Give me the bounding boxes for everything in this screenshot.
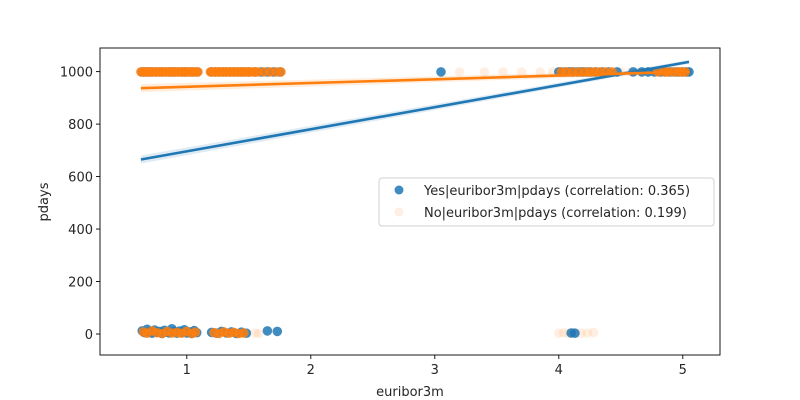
y-tick-label: 1000	[60, 66, 93, 81]
regression-line	[140, 70, 690, 90]
y-tick-label: 800	[68, 118, 93, 133]
data-point	[588, 327, 599, 338]
data-point	[253, 328, 264, 339]
data-point	[554, 328, 564, 339]
data-point	[190, 327, 201, 338]
legend: Yes|euribor3m|pdays (correlation: 0.365)…	[378, 177, 715, 227]
x-tick-label: 4	[555, 363, 563, 378]
y-tick-label: 200	[68, 276, 93, 291]
y-axis-label: pdays	[37, 182, 52, 221]
x-tick-label: 1	[183, 363, 191, 378]
data-point	[516, 67, 527, 77]
regression-line	[140, 60, 690, 161]
legend-box	[378, 177, 715, 227]
data-point	[272, 326, 283, 337]
data-point	[276, 67, 286, 77]
legend-label-no: No|euribor3m|pdays (correlation: 0.199)	[424, 206, 687, 221]
regression-lines-layer	[140, 59, 690, 164]
x-tick-label: 2	[307, 363, 315, 378]
data-point	[582, 328, 593, 338]
data-point	[498, 67, 508, 77]
y-axis: 0 200 400 600 800 1000	[60, 66, 100, 343]
x-axis-label: euribor3m	[376, 385, 444, 400]
y-tick-label: 600	[68, 171, 93, 186]
data-point	[262, 326, 273, 336]
y-tick-label: 400	[68, 223, 93, 238]
data-point	[436, 67, 446, 77]
legend-label-yes: Yes|euribor3m|pdays (correlation: 0.365)	[423, 184, 690, 199]
data-point	[250, 328, 260, 338]
legend-marker-yes	[394, 185, 404, 195]
data-point	[193, 67, 203, 77]
data-point	[454, 67, 465, 77]
y-tick-label: 0	[85, 328, 93, 343]
data-point	[570, 328, 580, 339]
legend-marker-no	[394, 207, 404, 217]
data-point	[535, 67, 545, 77]
plot-frame	[99, 47, 721, 356]
x-tick-label: 5	[679, 363, 687, 378]
x-tick-label: 3	[431, 363, 439, 378]
x-axis: 1 2 3 4 5	[183, 355, 687, 378]
data-point	[239, 328, 249, 338]
data-point	[479, 67, 490, 77]
data-point	[559, 327, 569, 338]
